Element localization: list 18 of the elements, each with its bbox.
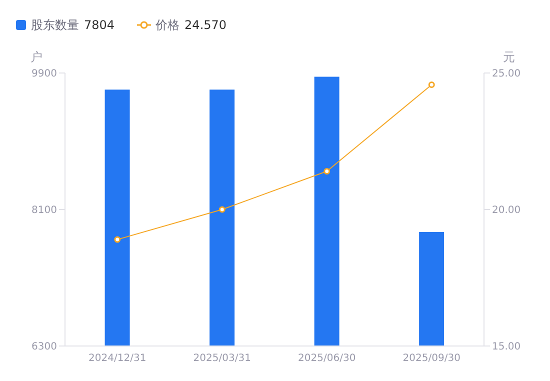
y-tick-label: 9900 bbox=[32, 68, 57, 80]
point bbox=[324, 168, 330, 175]
x-tick-label: 2025/03/31 bbox=[193, 353, 251, 364]
legend-label: 价格 24.570 bbox=[156, 16, 227, 34]
x-tick-label: 2024/12/31 bbox=[88, 353, 146, 364]
y2-tick-label: 15.00 bbox=[492, 342, 521, 353]
y-axis-title: 户 bbox=[30, 50, 42, 64]
y2-axis-title: 元 bbox=[503, 50, 515, 64]
y2-tick-label: 25.00 bbox=[492, 68, 521, 80]
legend-label: 股东数量 7804 bbox=[31, 16, 115, 34]
y-tick-label: 6300 bbox=[32, 342, 57, 353]
x-tick-label: 2025/09/30 bbox=[402, 353, 460, 364]
point bbox=[218, 206, 226, 213]
x-tick-label: 2025/06/30 bbox=[298, 353, 356, 364]
point bbox=[114, 236, 121, 243]
y-tick-label: 8100 bbox=[32, 205, 57, 216]
point bbox=[428, 81, 435, 88]
y2-tick-label: 20.00 bbox=[492, 205, 521, 216]
